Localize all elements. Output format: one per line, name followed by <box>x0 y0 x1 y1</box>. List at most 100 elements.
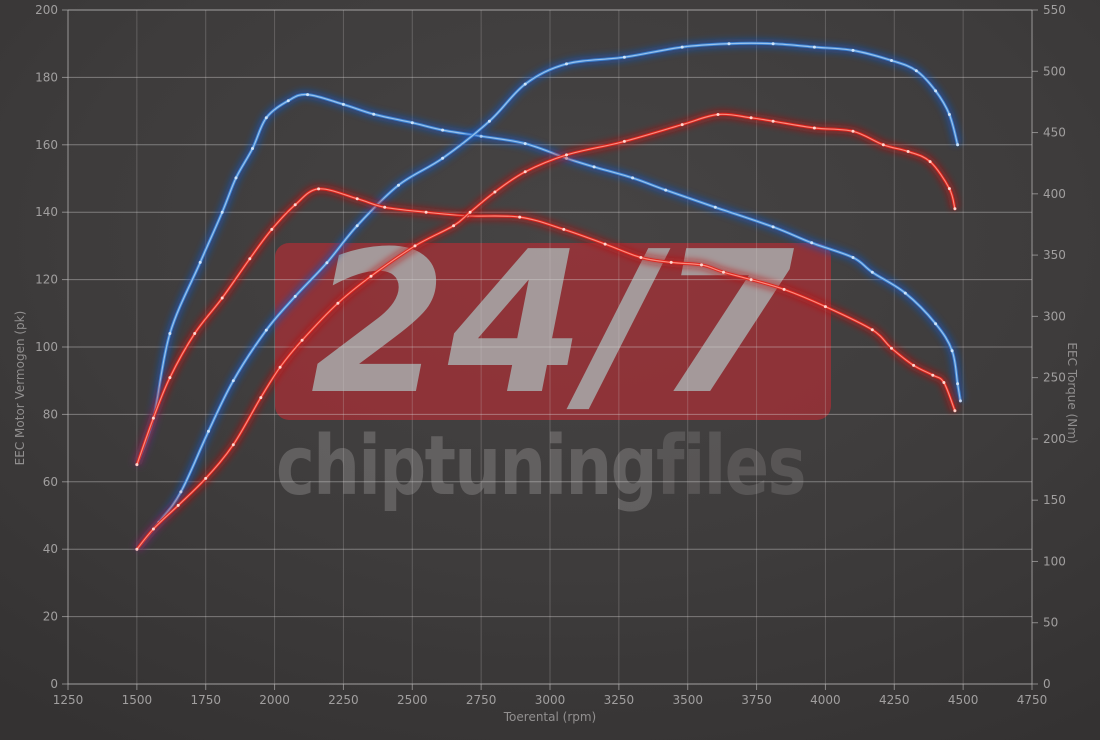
series-power_tuned-curve <box>133 38 962 553</box>
data-point <box>622 139 626 143</box>
data-point <box>355 224 359 228</box>
data-point <box>372 112 376 116</box>
data-point <box>749 116 753 120</box>
x-tick-label: 4000 <box>810 693 841 707</box>
x-tick-label: 3500 <box>672 693 703 707</box>
data-point <box>441 156 445 160</box>
data-point <box>300 338 304 342</box>
data-point <box>278 365 282 369</box>
y-left-tick-label: 60 <box>43 475 58 489</box>
data-point <box>259 396 263 400</box>
data-point <box>523 82 527 86</box>
data-point <box>870 270 874 274</box>
data-point <box>231 443 235 447</box>
y-right-tick-label: 50 <box>1043 616 1058 630</box>
data-point <box>912 363 916 367</box>
data-point <box>903 291 907 295</box>
data-point <box>680 45 684 49</box>
data-point <box>716 113 720 116</box>
data-point <box>700 263 703 267</box>
data-point <box>931 373 935 377</box>
x-tick-label: 1750 <box>190 693 221 707</box>
data-point <box>771 119 775 123</box>
y-left-tick-label: 40 <box>43 542 58 556</box>
series-power_tuned-glow <box>133 38 962 553</box>
y-right-tick-label: 500 <box>1043 64 1066 78</box>
x-tick-label: 4500 <box>948 693 979 707</box>
y-right-tick-label: 450 <box>1043 126 1066 140</box>
data-point <box>953 207 957 211</box>
data-point <box>523 142 527 146</box>
data-point <box>293 294 297 298</box>
data-point <box>810 241 814 245</box>
data-point <box>934 89 938 93</box>
x-tick-label: 1250 <box>53 693 84 707</box>
data-point <box>950 349 954 353</box>
data-point <box>369 274 373 278</box>
data-point <box>603 242 607 246</box>
data-point <box>906 150 910 153</box>
data-point <box>565 62 568 66</box>
y-right-tick-label: 0 <box>1043 677 1051 691</box>
data-point <box>413 244 417 248</box>
data-point <box>823 305 827 309</box>
data-point <box>293 203 297 207</box>
data-point <box>851 256 855 259</box>
data-point <box>248 257 252 261</box>
data-point <box>928 160 932 164</box>
x-tick-label: 2750 <box>466 693 497 707</box>
y-left-tick-label: 160 <box>35 138 58 152</box>
y-right-tick-label: 200 <box>1043 432 1066 446</box>
data-point <box>592 165 596 169</box>
data-point <box>487 119 491 123</box>
data-point <box>198 260 202 264</box>
y-left-tick-label: 180 <box>35 70 58 84</box>
y-left-tick-label: 120 <box>35 273 58 287</box>
data-point <box>562 227 566 231</box>
data-point <box>669 260 673 264</box>
x-tick-label: 2250 <box>328 693 359 707</box>
data-point <box>631 176 635 180</box>
axes-and-ticks: 1250 1500 1750 2000 2250 2500 2750 3000 3250 3500… <box>35 3 1066 707</box>
x-tick-label: 1500 <box>122 693 153 707</box>
x-tick-label: 3000 <box>535 693 566 707</box>
data-point <box>317 187 321 191</box>
x-axis-label: Toerental (rpm) <box>503 710 597 724</box>
data-point <box>220 296 224 300</box>
watermark-brand-chiptuning: chiptuning <box>276 419 658 514</box>
data-point <box>355 197 359 201</box>
x-tick-label: 4750 <box>1017 693 1048 707</box>
series-power_original-highlight <box>136 113 956 550</box>
data-point <box>947 113 951 116</box>
x-tick-label: 2000 <box>259 693 290 707</box>
data-point <box>713 205 717 209</box>
data-point <box>179 490 183 494</box>
series-torque_tuned-curve <box>132 90 965 467</box>
data-point <box>441 128 445 132</box>
data-point <box>135 547 139 551</box>
y-left-tick-label: 0 <box>50 677 58 691</box>
series-torque_original-line <box>135 187 957 467</box>
data-point <box>336 301 340 305</box>
watermark-brand-files: files <box>655 419 807 514</box>
series-torque_original-curve <box>132 184 960 467</box>
data-point <box>251 147 254 150</box>
y-axis-label-left: EEC Motor Vermogen (pk) <box>13 310 27 466</box>
data-point <box>341 102 345 106</box>
data-point <box>664 188 668 192</box>
data-point <box>881 143 885 147</box>
x-tick-label: 4250 <box>879 693 910 707</box>
data-point <box>870 328 874 332</box>
series-curves <box>132 38 965 553</box>
y-right-tick-label: 400 <box>1043 187 1066 201</box>
series-power_original-curve <box>133 109 960 552</box>
y-right-tick-label: 100 <box>1043 554 1066 568</box>
data-point <box>220 210 224 214</box>
data-point <box>286 99 290 103</box>
data-point <box>890 346 893 350</box>
data-point <box>168 332 172 335</box>
y-left-tick-label: 100 <box>35 340 58 354</box>
data-point <box>771 225 775 229</box>
data-point <box>231 379 235 383</box>
